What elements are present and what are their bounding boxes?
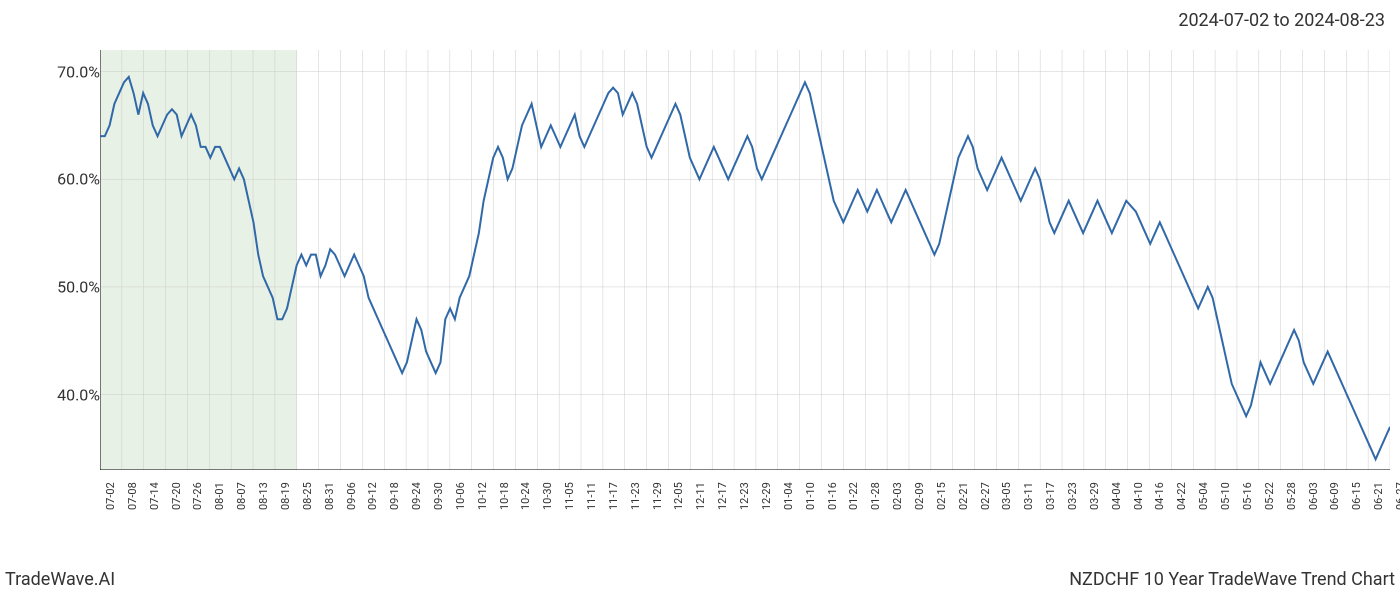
x-tick-label: 08-31 bbox=[323, 482, 336, 510]
x-tick-label: 12-11 bbox=[694, 482, 707, 510]
x-tick-label: 10-24 bbox=[519, 482, 532, 510]
x-tick-label: 09-06 bbox=[345, 482, 358, 510]
x-tick-label: 01-16 bbox=[826, 482, 839, 510]
x-tick-label: 09-24 bbox=[410, 482, 423, 510]
y-tick-label: 60.0% bbox=[57, 170, 100, 189]
x-tick-label: 10-18 bbox=[498, 482, 511, 510]
x-tick-label: 04-16 bbox=[1153, 482, 1166, 510]
footer-brand: TradeWave.AI bbox=[5, 569, 115, 590]
x-tick-label: 07-14 bbox=[148, 482, 161, 510]
x-tick-label: 05-28 bbox=[1285, 482, 1298, 510]
x-tick-label: 02-21 bbox=[957, 482, 970, 510]
x-tick-label: 03-05 bbox=[1000, 482, 1013, 510]
x-tick-label: 05-22 bbox=[1263, 482, 1276, 510]
x-tick-label: 08-25 bbox=[301, 482, 314, 510]
x-tick-label: 07-08 bbox=[126, 482, 139, 510]
y-tick-label: 40.0% bbox=[57, 385, 100, 404]
x-tick-label: 04-10 bbox=[1132, 482, 1145, 510]
line-chart bbox=[100, 50, 1390, 470]
chart-container bbox=[100, 50, 1390, 470]
x-tick-label: 12-23 bbox=[738, 482, 751, 510]
footer-title: NZDCHF 10 Year TradeWave Trend Chart bbox=[1069, 569, 1395, 590]
date-range-label: 2024-07-02 to 2024-08-23 bbox=[1178, 10, 1385, 31]
x-tick-label: 09-18 bbox=[388, 482, 401, 510]
highlight-region bbox=[100, 50, 297, 470]
x-tick-label: 10-06 bbox=[454, 482, 467, 510]
y-tick-label: 50.0% bbox=[57, 277, 100, 296]
x-tick-label: 08-01 bbox=[213, 482, 226, 510]
x-tick-label: 01-10 bbox=[804, 482, 817, 510]
x-tick-label: 06-03 bbox=[1307, 482, 1320, 510]
x-tick-label: 02-15 bbox=[935, 482, 948, 510]
x-tick-label: 08-19 bbox=[279, 482, 292, 510]
x-tick-label: 06-15 bbox=[1350, 482, 1363, 510]
x-tick-label: 07-26 bbox=[191, 482, 204, 510]
y-tick-label: 70.0% bbox=[57, 62, 100, 81]
x-tick-label: 06-27 bbox=[1394, 482, 1400, 510]
x-tick-label: 06-21 bbox=[1372, 482, 1385, 510]
x-tick-label: 03-17 bbox=[1044, 482, 1057, 510]
x-tick-label: 09-30 bbox=[432, 482, 445, 510]
x-tick-label: 05-04 bbox=[1197, 482, 1210, 510]
x-tick-label: 01-28 bbox=[869, 482, 882, 510]
x-tick-label: 08-13 bbox=[257, 482, 270, 510]
x-tick-label: 09-12 bbox=[366, 482, 379, 510]
x-tick-label: 01-22 bbox=[847, 482, 860, 510]
x-tick-label: 10-30 bbox=[541, 482, 554, 510]
x-tick-label: 02-03 bbox=[891, 482, 904, 510]
x-tick-label: 11-17 bbox=[607, 482, 620, 510]
x-tick-label: 02-09 bbox=[913, 482, 926, 510]
x-tick-label: 11-11 bbox=[585, 482, 598, 510]
x-tick-label: 12-29 bbox=[760, 482, 773, 510]
x-tick-label: 11-05 bbox=[563, 482, 576, 510]
x-tick-label: 01-04 bbox=[782, 482, 795, 510]
x-tick-label: 10-12 bbox=[476, 482, 489, 510]
x-tick-label: 12-17 bbox=[716, 482, 729, 510]
x-tick-label: 12-05 bbox=[672, 482, 685, 510]
x-tick-label: 11-23 bbox=[629, 482, 642, 510]
x-tick-label: 08-07 bbox=[235, 482, 248, 510]
x-tick-label: 02-27 bbox=[979, 482, 992, 510]
x-tick-label: 07-20 bbox=[170, 482, 183, 510]
x-tick-label: 04-22 bbox=[1175, 482, 1188, 510]
x-tick-label: 03-11 bbox=[1022, 482, 1035, 510]
x-tick-label: 05-10 bbox=[1219, 482, 1232, 510]
x-tick-label: 07-02 bbox=[104, 482, 117, 510]
x-tick-label: 03-23 bbox=[1066, 482, 1079, 510]
x-tick-label: 03-29 bbox=[1088, 482, 1101, 510]
x-tick-label: 11-29 bbox=[651, 482, 664, 510]
x-tick-label: 05-16 bbox=[1241, 482, 1254, 510]
x-tick-label: 06-09 bbox=[1328, 482, 1341, 510]
x-tick-label: 04-04 bbox=[1110, 482, 1123, 510]
